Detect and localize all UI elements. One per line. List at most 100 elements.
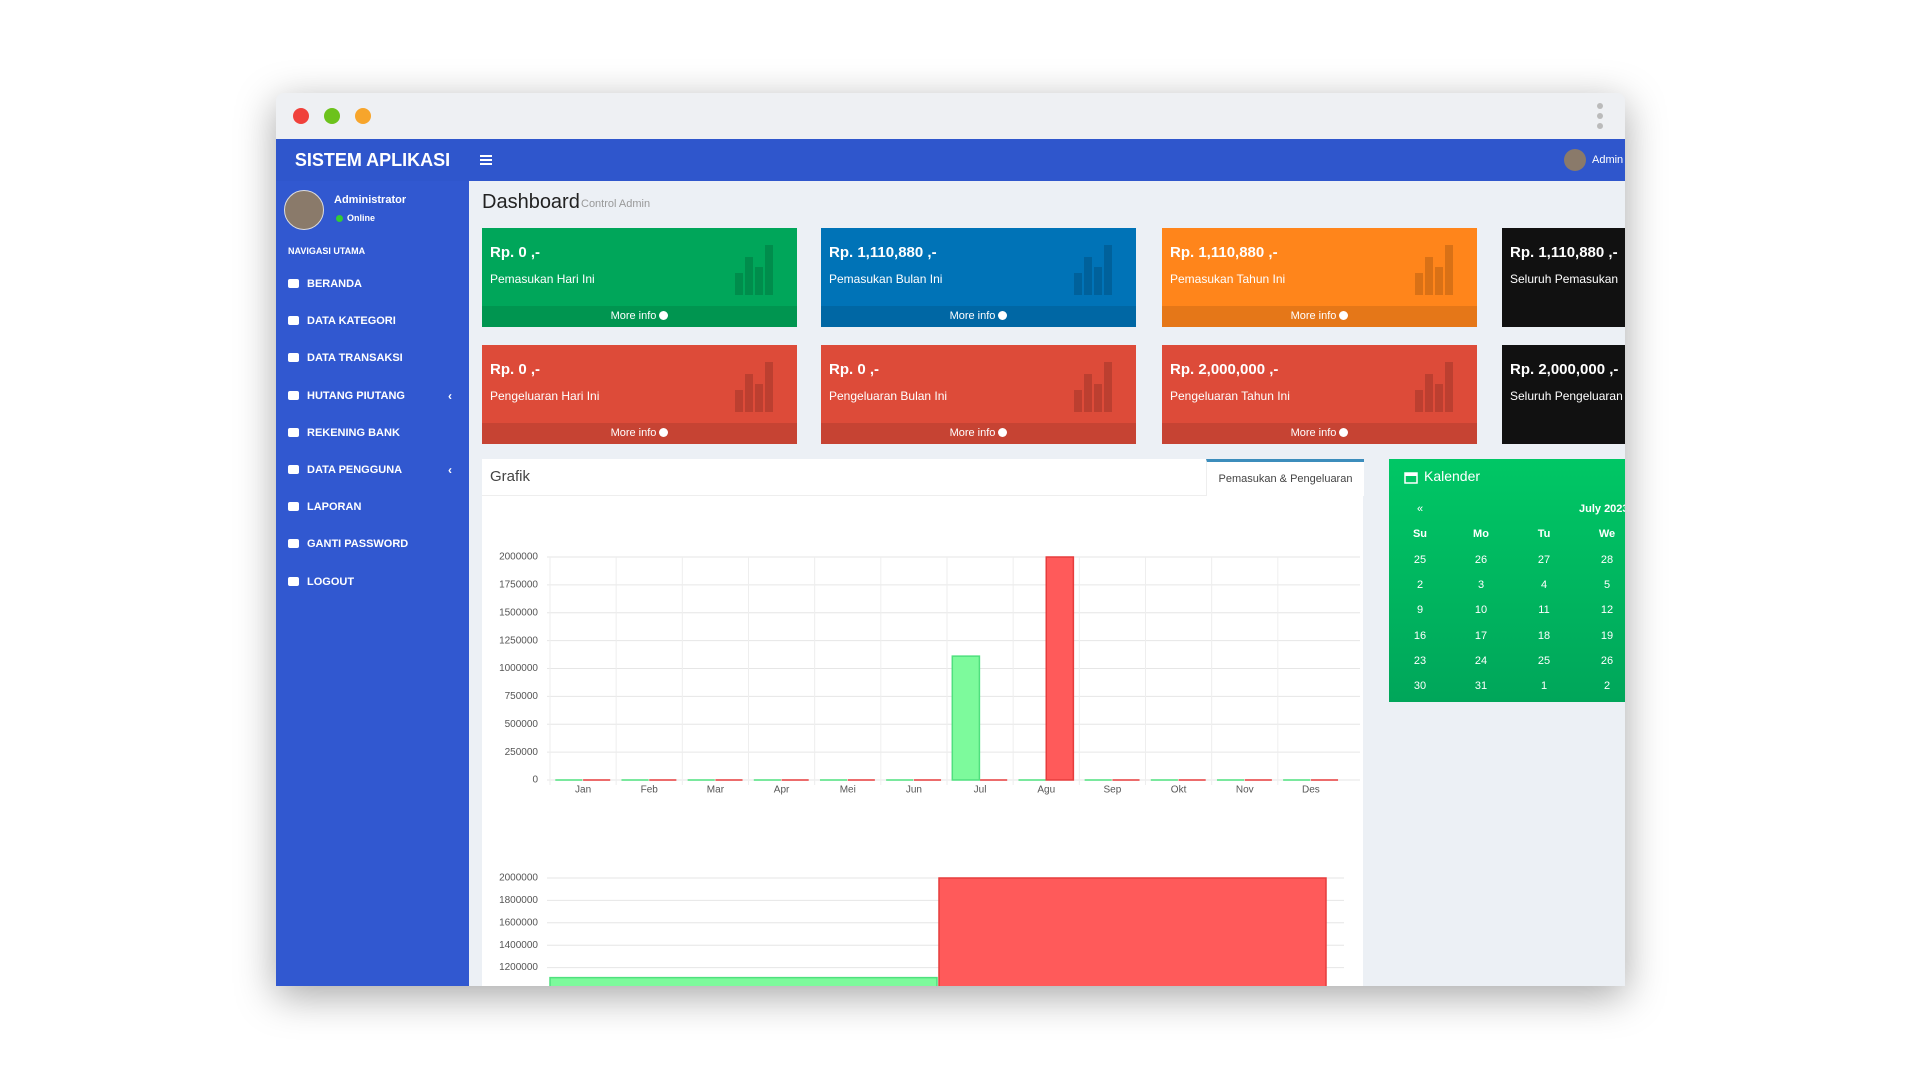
box-value: Rp. 1,110,880 ,-: [829, 244, 937, 261]
info-box: Rp. 2,000,000 ,- Seluruh Pengeluaran: [1502, 345, 1625, 444]
close-button[interactable]: [293, 108, 309, 124]
chart-tab[interactable]: Pemasukan & Pengeluaran: [1206, 459, 1364, 496]
calendar-icon: [1404, 472, 1418, 484]
box-label: Pengeluaran Bulan Ini: [829, 389, 948, 403]
calendar-day[interactable]: 30: [1413, 680, 1427, 692]
more-info-link[interactable]: More info: [821, 306, 1136, 327]
menu-icon: [288, 390, 299, 400]
bar: [549, 976, 938, 986]
calendar-day[interactable]: 5: [1603, 579, 1611, 592]
calendar-day[interactable]: 19: [1600, 629, 1614, 642]
y-tick-label: 0: [532, 775, 538, 786]
calendar-day[interactable]: 25: [1413, 554, 1427, 566]
calendar-day[interactable]: 10: [1474, 604, 1488, 617]
calendar-day[interactable]: 4: [1540, 579, 1548, 592]
x-tick-label: Mei: [840, 785, 856, 796]
more-info-text[interactable]: More info: [1290, 427, 1337, 439]
menu-icon: [288, 427, 299, 437]
calendar-day[interactable]: 9: [1416, 604, 1424, 617]
more-info-icon: [659, 428, 669, 437]
menu-item[interactable]: DATA TRANSAKSI: [276, 343, 469, 373]
menu-toggle[interactable]: [480, 153, 494, 167]
box-icon-bar: [755, 267, 763, 295]
calendar-day[interactable]: 23: [1413, 654, 1427, 667]
brand[interactable]: SISTEM APLIKASI: [294, 150, 451, 170]
box-icon-bar: [1084, 374, 1092, 412]
menu-item[interactable]: DATA PENGGUNA ‹: [276, 455, 469, 485]
menu-item[interactable]: BERANDA: [276, 269, 469, 299]
section-header: NAVIGASI UTAMA: [288, 246, 366, 256]
x-tick-label: Sep: [1104, 785, 1122, 796]
menu-item[interactable]: LOGOUT: [276, 567, 469, 597]
maximize-button[interactable]: [324, 108, 340, 124]
menu-item[interactable]: DATA KATEGORI: [276, 306, 469, 336]
more-info-text[interactable]: More info: [949, 427, 996, 439]
box-icon-bar: [745, 257, 753, 295]
calendar-day[interactable]: 3: [1477, 579, 1485, 592]
more-info-text[interactable]: More info: [610, 427, 657, 439]
x-tick-label: Jul: [974, 785, 987, 796]
window-menu[interactable]: [1594, 101, 1606, 131]
menu-item[interactable]: REKENING BANK: [276, 418, 469, 448]
calendar-day[interactable]: 26: [1600, 654, 1614, 667]
box-icon-bar: [735, 273, 743, 295]
more-info-icon: [998, 428, 1008, 437]
y-tick-label: 2000000: [499, 873, 538, 884]
info-box: Rp. 1,110,880 ,- Pemasukan Bulan Ini More …: [821, 228, 1136, 327]
more-info-link[interactable]: More info: [1162, 423, 1477, 444]
y-tick-label: 750000: [505, 691, 539, 702]
user-name[interactable]: Admin: [1592, 154, 1624, 166]
user-avatar[interactable]: [1564, 149, 1586, 171]
y-tick-label: 1600000: [499, 917, 538, 928]
menu-item[interactable]: LAPORAN: [276, 492, 469, 522]
menu-item[interactable]: GANTI PASSWORD: [276, 529, 469, 559]
calendar-nav[interactable]: «: [1416, 503, 1424, 515]
box-icon-bar: [1445, 362, 1453, 412]
panel-header: [482, 459, 1363, 496]
calendar-day[interactable]: 27: [1537, 554, 1551, 566]
box-icon-bar: [1445, 245, 1453, 295]
calendar-day[interactable]: 16: [1413, 629, 1427, 642]
calendar-day[interactable]: 1: [1540, 680, 1548, 692]
bar: [951, 655, 981, 781]
user-avatar: [284, 190, 324, 230]
box-value: Rp. 2,000,000 ,-: [1170, 361, 1279, 378]
calendar-day[interactable]: 31: [1474, 680, 1488, 692]
calendar-title: Kalender: [1424, 468, 1481, 484]
more-info-text[interactable]: More info: [949, 310, 996, 322]
minimize-button[interactable]: [355, 108, 371, 124]
y-tick-label: 500000: [505, 719, 539, 730]
calendar-day[interactable]: 18: [1537, 629, 1551, 642]
more-info-text[interactable]: More info: [610, 310, 657, 322]
calendar-day[interactable]: 12: [1600, 604, 1614, 617]
submenu-chevron: ‹: [448, 463, 452, 477]
calendar-weekday: We: [1598, 528, 1616, 540]
calendar-day[interactable]: 11: [1538, 604, 1550, 617]
menu-label: DATA PENGGUNA: [307, 464, 403, 476]
charts: 0 250000 500000 750000 1000000 1250000 1500000…: [499, 552, 1360, 986]
menu-icon: [288, 502, 299, 512]
calendar-day[interactable]: 28: [1600, 554, 1614, 566]
bar: [1045, 556, 1075, 781]
box-value: Rp. 2,000,000 ,-: [1510, 361, 1619, 378]
more-info-link[interactable]: More info: [821, 423, 1136, 444]
box-label: Seluruh Pemasukan: [1510, 272, 1619, 286]
more-info-text[interactable]: More info: [1290, 310, 1337, 322]
y-tick-label: 1400000: [499, 940, 538, 951]
more-info-link[interactable]: More info: [482, 306, 797, 327]
calendar-day[interactable]: 17: [1474, 629, 1488, 642]
box-value: Rp. 1,110,880 ,-: [1170, 244, 1278, 261]
menu-item[interactable]: HUTANG PIUTANG ‹: [276, 381, 469, 411]
info-box: Rp. 1,110,880 ,- Seluruh Pemasukan: [1502, 228, 1625, 327]
calendar-day[interactable]: 26: [1474, 554, 1488, 566]
more-info-link[interactable]: More info: [482, 423, 797, 444]
box-label: Pemasukan Bulan Ini: [829, 272, 943, 286]
calendar-day[interactable]: 2: [1603, 680, 1611, 692]
calendar-day[interactable]: 2: [1416, 579, 1424, 592]
box-icon-bar: [1094, 384, 1102, 412]
more-info-link[interactable]: More info: [1162, 306, 1477, 327]
calendar-day[interactable]: 25: [1537, 654, 1551, 667]
calendar-day[interactable]: 24: [1474, 654, 1488, 667]
y-tick-label: 1200000: [499, 962, 538, 973]
